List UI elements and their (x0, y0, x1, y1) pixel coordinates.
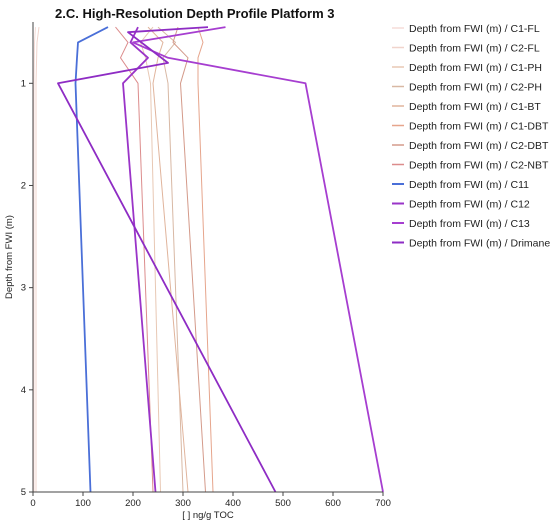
series-line-8 (74, 26, 109, 493)
series-line-4 (147, 26, 189, 493)
x-axis-label: [ ] ng/g TOC (182, 510, 234, 521)
x-tick-label: 200 (125, 498, 141, 509)
legend: Depth from FWI (m) / C1-FL Depth from FWI… (392, 23, 550, 250)
y-tick-label: 2 (21, 180, 26, 191)
y-tick-label: 4 (21, 385, 26, 396)
series-line-11 (57, 26, 277, 493)
legend-label: Depth from FWI (m) / C12 (409, 199, 530, 211)
y-tick-label: 1 (21, 78, 26, 89)
series-line-9 (122, 26, 157, 493)
chart-title: 2.C. High-Resolution Depth Profile Platf… (55, 6, 335, 21)
series-line-3 (157, 26, 184, 493)
x-tick-label: 100 (75, 498, 91, 509)
series-line-5 (197, 26, 214, 493)
series-line-6 (172, 26, 206, 493)
series-line-1 (35, 27, 40, 492)
x-tick-label: 300 (175, 498, 191, 509)
legend-label: Depth from FWI (m) / Drimane (409, 238, 550, 250)
legend-label: Depth from FWI (m) / C13 (409, 218, 530, 230)
series-line-7 (115, 26, 154, 493)
series-line-0 (33, 27, 36, 492)
y-tick-label: 3 (21, 283, 26, 294)
legend-label: Depth from FWI (m) / C11 (409, 179, 529, 191)
legend-label: Depth from FWI (m) / C2-PH (409, 82, 542, 94)
x-tick-label: 700 (375, 498, 391, 509)
x-tick-label: 400 (225, 498, 241, 509)
x-tick-label: 0 (30, 498, 35, 509)
legend-label: Depth from FWI (m) / C1-DBT (409, 121, 549, 133)
legend-label: Depth from FWI (m) / C1-PH (409, 62, 542, 74)
legend-label: Depth from FWI (m) / C2-FL (409, 43, 540, 55)
legend-label: Depth from FWI (m) / C1-FL (409, 23, 540, 35)
x-tick-label: 500 (275, 498, 291, 509)
x-tick-label: 600 (325, 498, 341, 509)
legend-label: Depth from FWI (m) / C1-BT (409, 101, 541, 113)
y-axis-label: Depth from FWI (m) (4, 215, 15, 299)
series-line-2 (140, 26, 161, 493)
series-line-10 (132, 26, 384, 493)
legend-label: Depth from FWI (m) / C2-DBT (409, 140, 549, 152)
legend-label: Depth from FWI (m) / C2-NBT (409, 160, 549, 172)
y-tick-label: 5 (21, 487, 26, 498)
